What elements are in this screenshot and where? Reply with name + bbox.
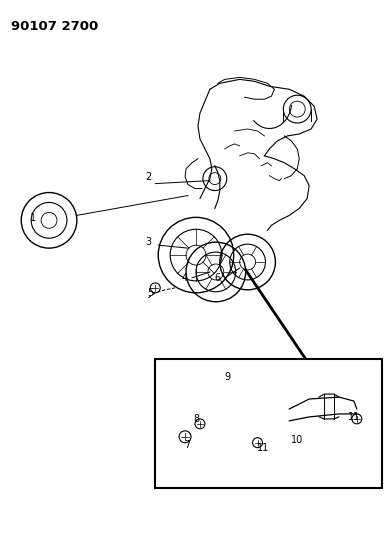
Text: 8: 8 — [193, 414, 199, 424]
Text: 3: 3 — [145, 237, 151, 247]
Circle shape — [352, 414, 362, 424]
Bar — [155, 359, 382, 488]
Circle shape — [150, 283, 160, 293]
Text: 6: 6 — [215, 273, 221, 283]
Text: 4: 4 — [182, 273, 188, 283]
Text: 11: 11 — [348, 412, 360, 422]
Text: 2: 2 — [145, 172, 151, 182]
Text: 11: 11 — [257, 443, 270, 453]
Text: 7: 7 — [184, 440, 190, 450]
Text: 90107 2700: 90107 2700 — [11, 20, 99, 33]
Text: 9: 9 — [225, 372, 231, 382]
Text: 10: 10 — [291, 435, 303, 445]
Circle shape — [179, 431, 191, 443]
Text: 1: 1 — [30, 213, 36, 223]
Circle shape — [253, 438, 263, 448]
Circle shape — [195, 419, 205, 429]
Text: 5: 5 — [147, 288, 153, 298]
